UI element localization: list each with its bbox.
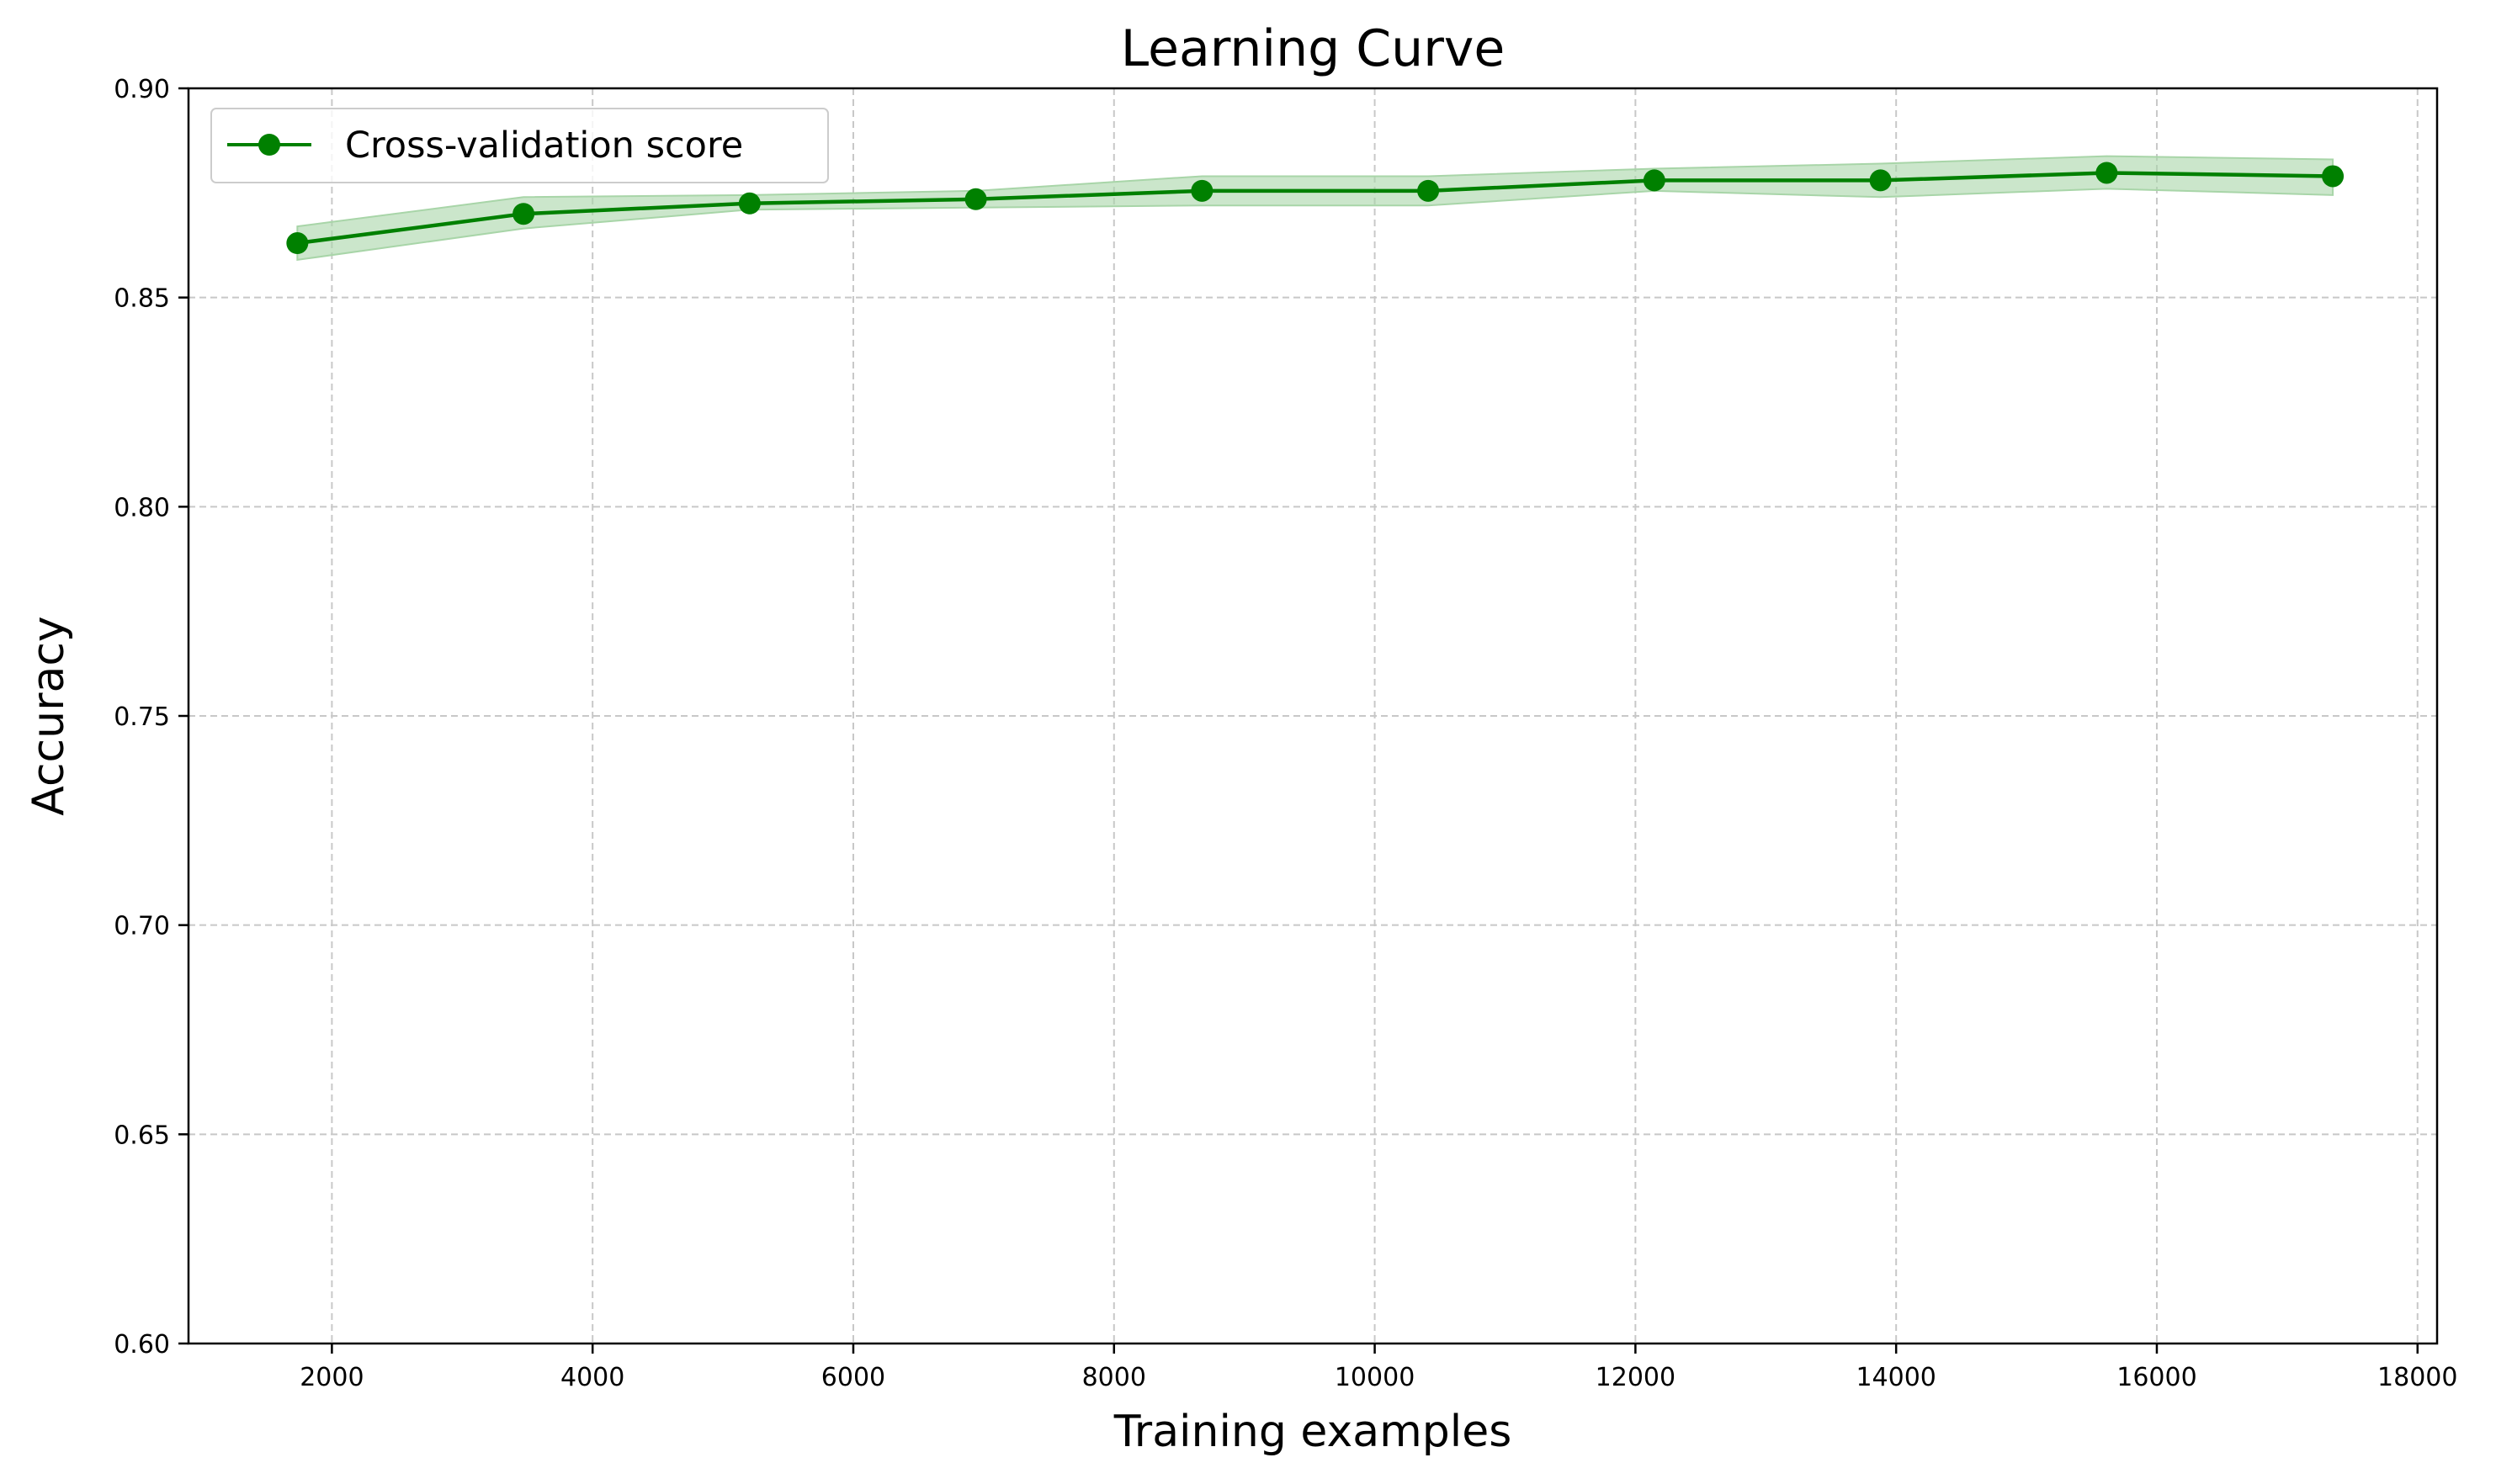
y-tick-label: 0.75 [114,702,170,732]
y-tick-label: 0.65 [114,1121,170,1150]
legend-swatch-marker [258,134,280,156]
ticks: 0.60 0.65 0.70 0.75 0.80 0.85 0.90 2000 4000 6000… [114,75,2457,1392]
y-axis-label: Accuracy [24,616,74,815]
data-point [964,188,987,210]
y-tick-label: 0.90 [114,75,170,104]
legend-box [210,108,829,183]
x-tick-label: 2000 [300,1363,364,1392]
x-tick-label: 6000 [821,1363,885,1392]
x-tick-label: 12000 [1596,1363,1676,1392]
data-point [2322,165,2345,188]
x-tick-label: 16000 [2116,1363,2196,1392]
series-line-layer [297,171,2334,246]
legend-entry-label: Cross-validation score [345,125,743,167]
data-point [512,203,535,225]
y-tick-label: 0.70 [114,912,170,941]
data-point [1417,179,1440,202]
x-tick-label: 4000 [560,1363,624,1392]
data-point [2095,162,2118,184]
data-point [286,232,309,255]
y-tick-label: 0.60 [114,1330,170,1359]
data-point [1643,169,1665,192]
x-tick-label: 14000 [1856,1363,1936,1392]
x-tick-label: 18000 [2377,1363,2457,1392]
y-tick-label: 0.85 [114,284,170,314]
grid [189,87,2437,1344]
legend: Cross-validation score [210,108,829,183]
data-point [1191,179,1213,202]
chart-title: Learning Curve [1121,19,1506,78]
y-tick-label: 0.80 [114,493,170,522]
data-point [1869,169,1892,192]
x-tick-label: 8000 [1082,1363,1146,1392]
x-axis-label: Training examples [1113,1407,1512,1457]
x-tick-label: 10000 [1335,1363,1415,1392]
series-line [297,171,2334,246]
marker-layer [286,162,2345,255]
data-point [738,192,761,215]
